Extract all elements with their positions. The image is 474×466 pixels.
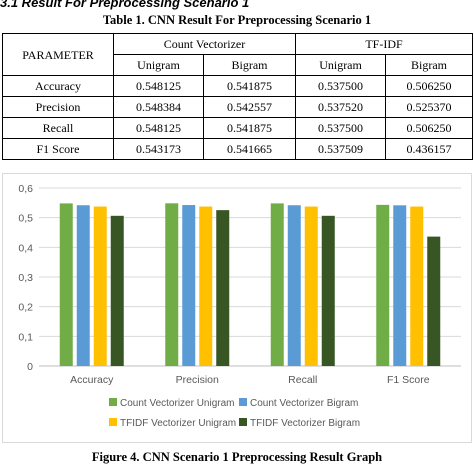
bar bbox=[270, 203, 284, 366]
bar-chart-svg: 0 0,1 0,2 0,3 0,4 0,5 0,6 Accuracy Precision Reca… bbox=[18, 183, 461, 429]
table-cell: 0.506250 bbox=[385, 117, 474, 139]
row-label: Precision bbox=[2, 96, 114, 118]
bar bbox=[393, 205, 407, 366]
x-tick-label: Recall bbox=[288, 374, 317, 386]
bar bbox=[93, 206, 107, 366]
bar bbox=[165, 203, 179, 366]
sub-header-cell: Bigram bbox=[202, 54, 297, 76]
y-tick-label: 0 bbox=[27, 361, 33, 373]
legend-label: Count Vectorizer Bigram bbox=[250, 398, 358, 409]
table-cell: 0.537500 bbox=[295, 117, 387, 139]
bar bbox=[376, 204, 390, 366]
legend-label: TFIDF Vectorizer Bigram bbox=[250, 418, 360, 429]
table-cell: 0.537520 bbox=[295, 96, 387, 118]
table-cell: 0.543173 bbox=[113, 138, 204, 160]
legend-swatch bbox=[109, 398, 117, 406]
table-cell: 0.541875 bbox=[202, 75, 297, 97]
y-tick-label: 0,1 bbox=[18, 331, 33, 343]
table-cell: 0.548125 bbox=[113, 117, 204, 139]
x-tick-label: Precision bbox=[176, 374, 219, 386]
y-tick-label: 0,5 bbox=[18, 213, 33, 225]
x-tick-label: F1 Score bbox=[387, 374, 430, 386]
table-header-row: PARAMETER Count Vectorizer TF-IDF bbox=[2, 33, 474, 76]
bar-chart: 0 0,1 0,2 0,3 0,4 0,5 0,6 Accuracy Precision Reca… bbox=[2, 173, 472, 443]
bar bbox=[304, 206, 318, 366]
sub-header-cell: Unigram bbox=[295, 54, 387, 76]
table-cell: 0.506250 bbox=[385, 75, 474, 97]
table-cell: 0.525370 bbox=[385, 96, 474, 118]
figure-caption: Figure 4. CNN Scenario 1 Preprocessing R… bbox=[91, 450, 383, 464]
table-row: Accuracy 0.548125 0.541875 0.537500 0.50… bbox=[2, 75, 474, 97]
row-label: Accuracy bbox=[2, 75, 114, 97]
x-tick-label: Accuracy bbox=[70, 374, 114, 386]
table-cell: 0.541875 bbox=[202, 117, 297, 139]
table-row: Precision 0.548384 0.542557 0.537520 0.5… bbox=[2, 96, 474, 118]
group-header-count-vectorizer: Count Vectorizer bbox=[112, 33, 297, 55]
sub-header-cell: Unigram bbox=[113, 54, 204, 76]
sub-header-cell: Bigram bbox=[385, 54, 474, 76]
group-header-tfidf: TF-IDF bbox=[295, 33, 474, 55]
row-label: F1 Score bbox=[2, 138, 114, 160]
table-cell: 0.537500 bbox=[295, 75, 387, 97]
bar bbox=[410, 206, 424, 366]
bar bbox=[321, 215, 335, 366]
bar bbox=[110, 215, 124, 366]
y-tick-label: 0,4 bbox=[18, 242, 33, 254]
y-tick-label: 0,6 bbox=[18, 183, 33, 195]
table-cell: 0.542557 bbox=[202, 96, 297, 118]
table-cell: 0.548384 bbox=[113, 96, 204, 118]
table-cell: 0.537509 bbox=[295, 138, 387, 160]
legend-swatch bbox=[239, 418, 247, 426]
row-label: Recall bbox=[2, 117, 114, 139]
legend-label: TFIDF Vectorizer Unigram bbox=[120, 418, 236, 429]
table-row: Recall 0.548125 0.541875 0.537500 0.5062… bbox=[2, 117, 474, 139]
legend-swatch bbox=[239, 398, 247, 406]
y-tick-label: 0,3 bbox=[18, 272, 33, 284]
legend-swatch bbox=[109, 418, 117, 426]
results-table: PARAMETER Count Vectorizer TF-IDF Unigra… bbox=[2, 33, 474, 160]
legend-label: Count Vectorizer Unigram bbox=[120, 398, 235, 409]
bar bbox=[287, 205, 301, 366]
bar bbox=[182, 205, 196, 366]
table-row: F1 Score 0.543173 0.541665 0.537509 0.43… bbox=[2, 138, 474, 160]
bar bbox=[427, 236, 441, 366]
bar bbox=[199, 206, 213, 366]
bar bbox=[59, 203, 73, 366]
bar bbox=[216, 210, 230, 366]
table-cell: 0.541665 bbox=[202, 138, 297, 160]
y-tick-label: 0,2 bbox=[18, 302, 33, 314]
bar bbox=[76, 205, 90, 366]
table-caption: Table 1. CNN Result For Preprocessing Sc… bbox=[102, 13, 372, 27]
section-heading: 3.1 Result For Preprocessing Scenario 1 bbox=[0, 0, 250, 10]
parameter-header: PARAMETER bbox=[2, 33, 114, 76]
table-cell: 0.548125 bbox=[113, 75, 204, 97]
table-cell: 0.436157 bbox=[385, 138, 474, 160]
